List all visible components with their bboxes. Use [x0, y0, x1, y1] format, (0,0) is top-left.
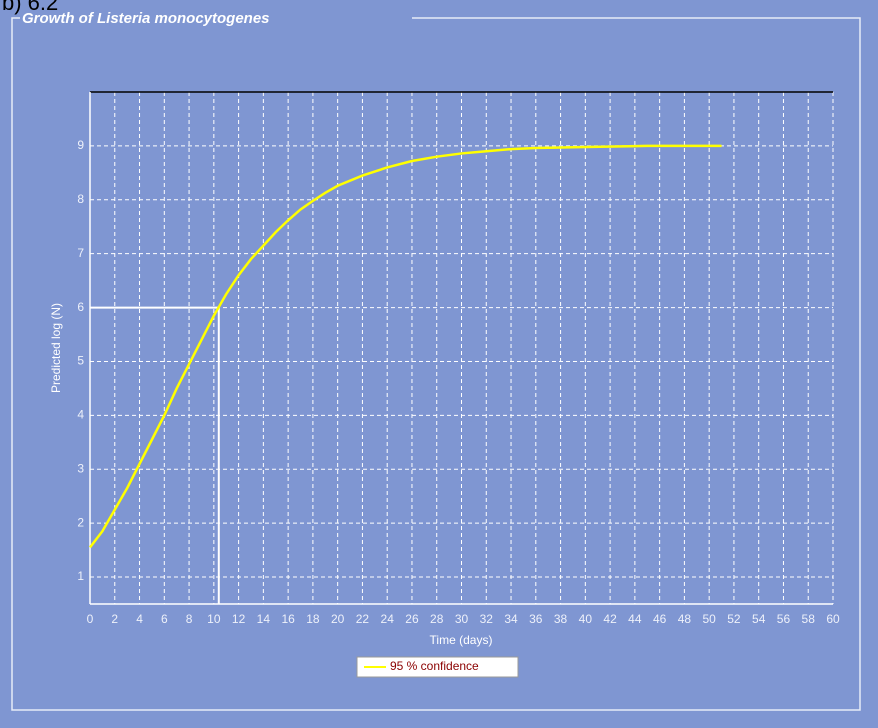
y-tick-label: 2	[77, 515, 84, 529]
x-tick-label: 4	[136, 612, 143, 626]
legend-label: 95 % confidence	[390, 659, 479, 673]
heading: b) 6.2	[2, 0, 58, 15]
x-tick-label: 0	[87, 612, 94, 626]
y-tick-label: 6	[77, 300, 84, 314]
x-tick-label: 26	[405, 612, 419, 626]
x-tick-label: 16	[281, 612, 295, 626]
x-tick-label: 52	[727, 612, 741, 626]
x-tick-label: 20	[331, 612, 345, 626]
x-tick-label: 8	[186, 612, 193, 626]
x-tick-label: 14	[257, 612, 271, 626]
y-tick-label: 1	[77, 569, 84, 583]
x-tick-label: 56	[777, 612, 791, 626]
y-tick-label: 9	[77, 138, 84, 152]
group-frame	[11, 17, 861, 711]
x-tick-label: 24	[381, 612, 395, 626]
x-tick-label: 60	[826, 612, 840, 626]
x-tick-label: 28	[430, 612, 444, 626]
y-tick-label: 7	[77, 246, 84, 260]
x-tick-label: 6	[161, 612, 168, 626]
x-tick-label: 54	[752, 612, 766, 626]
x-tick-label: 42	[603, 612, 617, 626]
y-axis-label: Predicted log (N)	[49, 303, 63, 393]
x-tick-label: 34	[504, 612, 518, 626]
x-tick-label: 30	[455, 612, 469, 626]
x-tick-label: 46	[653, 612, 667, 626]
legend	[356, 656, 519, 678]
x-tick-label: 38	[554, 612, 568, 626]
x-tick-label: 44	[628, 612, 642, 626]
x-tick-label: 2	[111, 612, 118, 626]
x-tick-label: 22	[356, 612, 370, 626]
y-tick-label: 8	[77, 192, 84, 206]
y-tick-label: 4	[77, 408, 84, 422]
x-tick-label: 50	[702, 612, 716, 626]
data-line	[89, 144, 722, 549]
y-tick-label: 3	[77, 461, 84, 475]
x-tick-label: 36	[529, 612, 543, 626]
x-tick-label: 40	[579, 612, 593, 626]
x-tick-label: 48	[678, 612, 692, 626]
chart-title: Growth of Listeria monocytogenes	[22, 10, 270, 27]
x-tick-label: 10	[207, 612, 221, 626]
y-tick-label: 5	[77, 354, 84, 368]
x-tick-label: 32	[480, 612, 494, 626]
x-tick-label: 58	[802, 612, 816, 626]
x-axis-label: Time (days)	[430, 633, 493, 647]
x-tick-label: 12	[232, 612, 246, 626]
x-tick-label: 18	[306, 612, 320, 626]
